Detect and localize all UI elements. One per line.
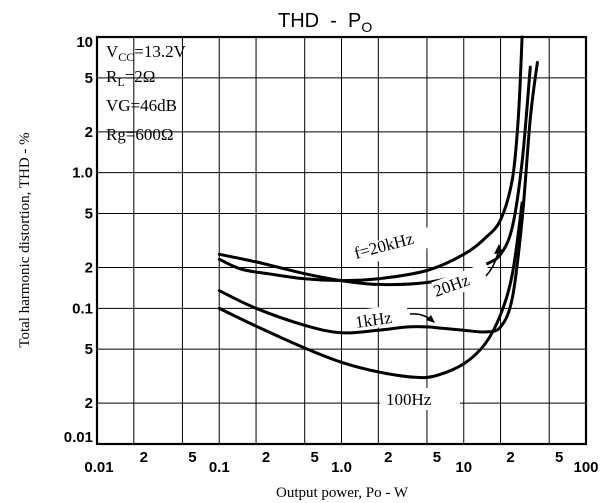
- y-tick-label: 0.01: [64, 429, 93, 446]
- y-tick-label: 2: [85, 259, 93, 276]
- x-tick-label: 5: [555, 449, 563, 466]
- condition-rg: Rg=600Ω: [106, 125, 174, 144]
- x-tick-label: 0.1: [209, 459, 230, 476]
- x-tick-label: 1.0: [331, 459, 352, 476]
- x-tick-label: 2: [384, 449, 392, 466]
- curve-100hz: [217, 201, 524, 380]
- x-tick-label: 2: [140, 449, 148, 466]
- x-tick-label: 100: [573, 459, 598, 476]
- x-tick-label: 5: [311, 449, 319, 466]
- plot-frame: [95, 35, 588, 446]
- y-tick-label: 1.0: [72, 165, 93, 182]
- y-tick-label: 5: [85, 70, 93, 87]
- x-tick-label: 2: [506, 449, 514, 466]
- condition-rl: RL=2Ω: [106, 67, 155, 89]
- condition-vg: VG=46dB: [106, 96, 177, 115]
- x-tick-label: 2: [262, 449, 270, 466]
- x-tick-label: 10: [455, 459, 472, 476]
- y-tick-label: 5: [85, 341, 93, 358]
- x-tick-label: 5: [433, 449, 441, 466]
- arrowhead-20hz: [494, 244, 503, 254]
- y-axis-label: Total harmonic distortion, THD - %: [17, 132, 33, 347]
- curve-1khz: [217, 60, 539, 335]
- test-conditions: VCC=13.2V RL=2Ω VG=46dB Rg=600Ω: [106, 42, 187, 144]
- y-tick-label: 10: [76, 34, 93, 51]
- series-annotations: f=20kHz 20Hz 1kHz 100Hz: [352, 221, 503, 410]
- x-tick-label: 5: [188, 449, 196, 466]
- y-tick-label: 2: [85, 124, 93, 141]
- grid: [97, 37, 586, 444]
- y-tick-label: 2: [85, 395, 93, 412]
- y-tick-label: 5: [85, 206, 93, 223]
- curve-f20khz: [217, 35, 524, 283]
- arrowhead-1khz: [426, 315, 435, 323]
- x-tick-label: 0.01: [84, 459, 113, 476]
- chart-title: THD - PO: [278, 10, 372, 35]
- y-tick-label: 0.1: [72, 300, 93, 317]
- label-100hz: 100Hz: [386, 390, 432, 409]
- x-axis-label: Output power, Po - W: [276, 485, 409, 501]
- tick-labels: 0.01 2 5 0.1 2 5 1.0 2 5 10 2 5 100 10 5 2 1.0 5 2 0.1 5 2 0.0…: [64, 34, 599, 476]
- condition-vcc: VCC=13.2V: [106, 42, 187, 64]
